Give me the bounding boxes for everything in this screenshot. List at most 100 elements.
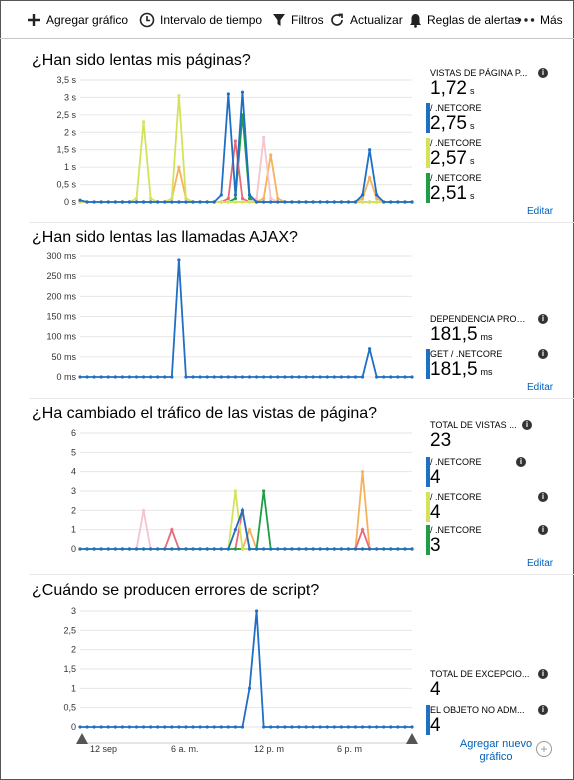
data-point	[219, 547, 223, 551]
time-range-label: Intervalo de tiempo	[160, 13, 263, 27]
metric-label: TOTAL DE EXCEPCIO...	[430, 669, 530, 679]
data-point	[368, 725, 372, 729]
metric-netcore-green: / .NETCORE 2,51 s	[426, 173, 552, 205]
data-point	[360, 196, 365, 201]
data-point	[156, 725, 160, 729]
data-point	[233, 489, 238, 493]
chart-page-speed-svg: 3,5 s 3 s 2,5 s 2 s 1,5 s 1 s 0,5 s 0 s	[56, 75, 414, 206]
metric-unit: ms	[480, 332, 493, 342]
edit-link[interactable]: Editar	[527, 206, 554, 217]
y-tick-label: 100 ms	[46, 332, 76, 342]
data-point	[283, 375, 287, 379]
add-new-chart-link[interactable]: Agregar nuevo gráfico	[459, 738, 533, 763]
series-color-bar	[426, 349, 430, 379]
info-icon[interactable]: i	[538, 68, 548, 78]
data-point	[410, 547, 414, 551]
chart-page-speed[interactable]: 3,5 s 3 s 2,5 s 2 s 1,5 s 1 s 0,5 s 0 s	[30, 72, 414, 206]
data-point	[78, 547, 82, 551]
more-button[interactable]: Más	[517, 10, 563, 30]
data-point	[375, 196, 379, 201]
add-chart-toolbar-button[interactable]: Agregar gráfico	[27, 10, 128, 30]
info-icon[interactable]: i	[516, 457, 526, 467]
data-point	[205, 725, 209, 729]
data-point	[353, 200, 358, 204]
metric-value: 23	[430, 430, 552, 452]
data-point	[403, 375, 407, 379]
data-point	[198, 725, 202, 729]
data-point	[170, 196, 174, 201]
add-circle-icon[interactable]: +	[536, 741, 552, 757]
time-range-button[interactable]: Intervalo de tiempo	[139, 10, 262, 30]
edit-link[interactable]: Editar	[527, 558, 554, 569]
metric-unit: s	[469, 156, 475, 166]
metric-label: EL OBJETO NO ADM...	[430, 705, 525, 715]
data-point	[396, 200, 400, 204]
y-tick-label: 0,5	[63, 703, 76, 713]
data-point	[184, 200, 188, 204]
data-point	[170, 547, 174, 551]
metric-value: 2,51 s	[430, 183, 552, 205]
metric-traffic-green: / .NETCORE 3 i	[426, 525, 552, 557]
y-tick-label: 0 ms	[56, 372, 76, 382]
edit-link[interactable]: Editar	[527, 382, 554, 393]
data-point	[170, 528, 174, 532]
data-point	[177, 200, 181, 204]
metric-value: 1,72 s	[430, 78, 552, 100]
metric-number: 4	[430, 467, 441, 488]
refresh-label: Actualizar	[350, 13, 403, 27]
chart-ajax[interactable]: 300 ms 250 ms 200 ms 150 ms 100 ms 50 ms 0 ms	[30, 251, 414, 383]
data-point	[233, 528, 238, 532]
metric-value: 4	[430, 715, 552, 737]
series-color-bar	[426, 525, 430, 555]
metric-netcore-blue: / .NETCORE 2,75 s	[426, 103, 552, 135]
info-icon[interactable]: i	[538, 705, 548, 715]
data-point	[297, 725, 301, 729]
info-icon[interactable]: i	[538, 349, 548, 359]
range-start-handle[interactable]	[76, 733, 88, 744]
data-point	[233, 139, 238, 143]
metric-number: 3	[430, 535, 441, 556]
metric-label: / .NETCORE	[430, 103, 482, 113]
section-title-page-speed: ¿Han sido lentas mis páginas?	[32, 52, 251, 69]
range-end-handle[interactable]	[406, 733, 418, 744]
data-point	[92, 725, 96, 729]
data-point	[276, 200, 280, 204]
data-point	[120, 200, 124, 204]
info-icon[interactable]: i	[538, 314, 548, 324]
y-tick-label: 2,5 s	[56, 110, 76, 120]
data-point	[360, 193, 365, 197]
alert-rules-button[interactable]: Reglas de alertas	[409, 10, 520, 30]
data-point	[219, 375, 223, 379]
data-point	[78, 725, 82, 729]
data-point	[127, 375, 132, 379]
series-line	[79, 92, 412, 203]
filters-button[interactable]: Filtros	[272, 10, 324, 30]
x-tick: 6 p. m	[337, 744, 363, 754]
info-icon[interactable]: i	[522, 420, 532, 430]
info-icon[interactable]: i	[538, 525, 548, 535]
chart-ajax-svg: 300 ms 250 ms 200 ms 150 ms 100 ms 50 ms 0 ms	[46, 251, 414, 382]
data-point	[339, 375, 343, 379]
chart-traffic[interactable]: 6 5 4 3 2 1 0	[30, 427, 414, 559]
data-point	[233, 200, 238, 204]
data-point	[339, 200, 343, 204]
section-title-traffic: ¿Ha cambiado el tráfico de las vistas de…	[32, 405, 378, 422]
metric-label: DEPENDENCIA PROM...	[430, 314, 530, 324]
y-tick-label: 0	[71, 722, 76, 732]
data-point	[156, 200, 160, 204]
data-point	[269, 200, 273, 204]
refresh-button[interactable]: Actualizar	[329, 10, 403, 30]
info-icon[interactable]: i	[538, 669, 548, 679]
chart-script-errors[interactable]: 3 2,5 2 1,5 1 0,5 0	[30, 603, 414, 735]
data-point	[127, 200, 132, 204]
time-range-slider[interactable]	[74, 731, 420, 745]
data-point	[297, 547, 301, 551]
info-icon[interactable]: i	[538, 492, 548, 502]
data-point	[212, 375, 216, 379]
data-point	[332, 547, 336, 551]
data-point	[219, 200, 223, 204]
metric-number: 4	[430, 679, 441, 700]
data-point	[226, 725, 230, 729]
x-tick: 12 p. m	[254, 744, 285, 754]
refresh-icon	[331, 13, 343, 26]
